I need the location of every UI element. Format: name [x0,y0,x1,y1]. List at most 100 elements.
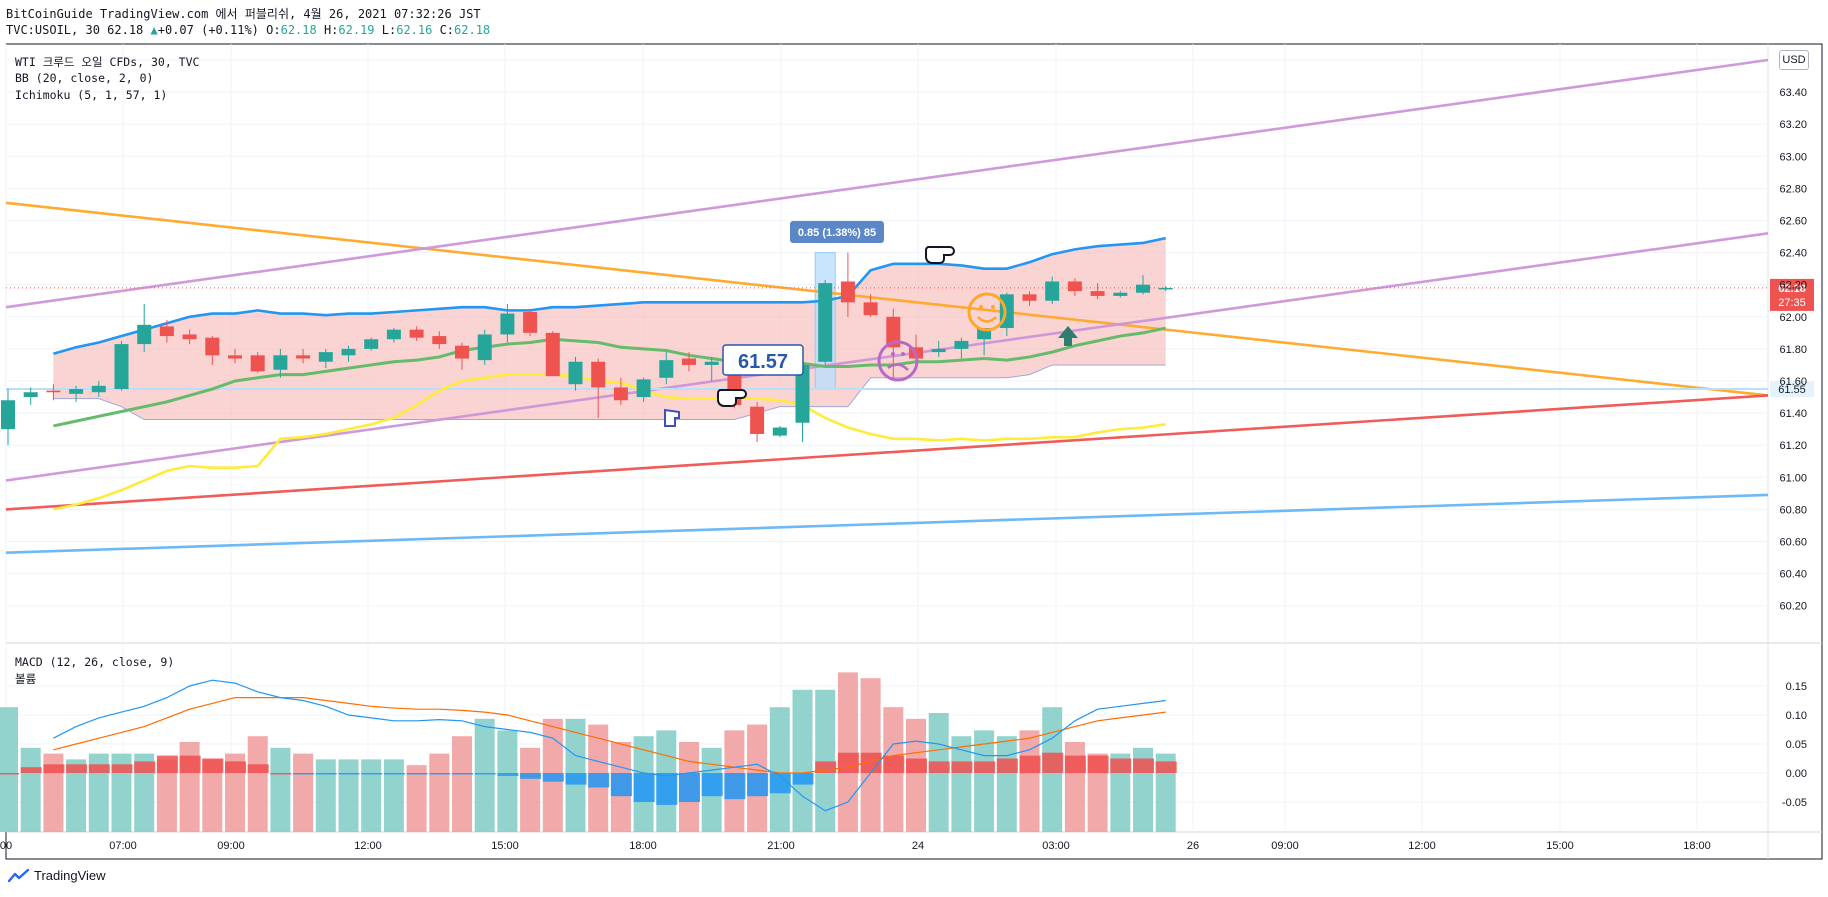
volume-bar [474,718,495,832]
tradingview-logo-icon [8,868,30,882]
macd-histogram-bar [202,758,224,773]
time-tick-label: 15:00 [491,840,519,852]
tradingview-brand: TradingView [34,868,106,883]
candle-body [318,352,333,362]
high-label: H: [323,23,339,37]
macd-histogram-bar [588,773,610,788]
open-value: 62.18 [280,23,317,37]
candle-body [1067,281,1082,292]
macd-histogram-bar [406,773,428,775]
trendline-red [5,394,1769,511]
macd-histogram-bar [66,764,88,773]
trendline-violet-lower [5,232,1769,482]
volume-bar [293,753,314,832]
volume-bar [769,707,790,832]
chart-grid [5,44,1822,859]
macd-legend[interactable]: MACD (12, 26, close, 9) [15,655,175,669]
macd-histogram-bar [452,773,473,775]
countdown-label: 27:35 [1778,297,1806,309]
candle-body [23,392,38,398]
macd-histogram-bar [928,761,950,773]
volume-bar [996,736,1017,832]
candle-body [205,337,220,356]
time-tick-label: 15:00 [1546,840,1574,852]
candle-body [1022,294,1037,301]
macd-histogram-bar [565,773,587,785]
tradingview-logo[interactable]: TradingView [8,868,106,883]
candle-body [1090,291,1105,296]
volume-bar [225,753,245,832]
macd-histogram-bar [1155,761,1177,773]
horizontal-line[interactable]: 61.55 62.18 27:35 [6,278,1814,398]
time-tick-label: 09:00 [217,840,245,852]
time-tick-label: 18:00 [629,840,657,852]
candle-body [364,339,379,349]
time-tick-label: 12:00 [354,840,382,852]
time-tick-label: 26 [1187,840,1199,852]
indicator-lines [53,236,1167,511]
drawings: 61.57 [664,246,1078,427]
volume-bar [497,730,518,832]
candle-body [931,348,946,353]
currency-button[interactable]: USD [1779,50,1809,70]
macd-histogram-bar [1019,755,1041,773]
publish-line: BitCoinGuide TradingView.com 에서 퍼블리쉬, 4월… [6,7,481,21]
price-tick-label: 60.40 [1779,569,1807,581]
candle-body [682,358,696,365]
candle-body [977,328,992,340]
volume-legend[interactable]: 볼륨 [15,672,37,686]
pointing-hand-icon [924,246,955,264]
macd-histogram-bar [293,773,315,775]
macd-histogram-bar [701,773,723,797]
candle-body [1158,287,1173,290]
macd-histogram-bar [361,773,383,775]
macd-histogram-bar [1042,752,1064,773]
time-tick-label: 00 [0,840,12,852]
candle-body [182,334,197,340]
macd-line [53,679,1166,812]
hline-label-bg [1770,381,1814,398]
macd-histogram-bar [315,773,337,775]
pointing-hand-icon [716,389,747,407]
macd-panel [0,672,1177,832]
candle-body [613,387,628,401]
smiley-icon [967,292,1007,332]
volume-bar [383,759,404,832]
bb-fill-area [53,238,1166,421]
symbol-ohlc-line: TVC:USOIL, 30 62.18 ▲+0.07 (+0.11%) O:62… [6,23,490,37]
time-tick-label: 03:00 [1042,840,1070,852]
macd-histogram-bar [43,764,65,773]
bb-legend[interactable]: BB (20, close, 2, 0) [15,71,154,85]
macd-histogram-bar [724,773,746,800]
price-tick-label: 62.20 [1779,280,1807,292]
change-label: +0.07 (+0.11%) [157,23,259,37]
volume-bar [156,759,177,832]
price-tick-label: 63.00 [1779,151,1807,163]
low-value: 62.16 [396,23,433,37]
volume-bar [1110,753,1131,832]
candle-body [863,302,878,316]
macd-histogram-bar [179,755,201,773]
candle-body [250,355,265,372]
volume-bar [134,753,155,832]
macd-histogram-bar [747,773,769,797]
ichimoku-legend[interactable]: Ichimoku (5, 1, 57, 1) [15,88,168,102]
volume-bar [361,759,382,832]
volume-bar [951,736,972,832]
macd-histogram-bar [1087,755,1109,773]
macd-tick-label: 0.05 [1786,739,1807,751]
price-tick-label: 62.60 [1779,216,1807,228]
macd-histogram-bar [610,773,632,797]
low-label: L: [381,23,397,37]
last-price-label: 62.18 [1778,283,1806,295]
close-value: 62.18 [454,23,491,37]
candle-body [432,336,447,345]
symbol-label: TVC:USOIL, 30 [6,23,100,37]
price-tick-label: 61.20 [1779,440,1807,452]
candle-body [659,360,674,378]
candle-body [568,361,583,385]
price-tick-label: 63.40 [1779,87,1807,99]
symbol-legend[interactable]: WTI 크루드 오일 CFDs, 30, TVC [15,55,200,69]
candle-body [545,332,560,377]
